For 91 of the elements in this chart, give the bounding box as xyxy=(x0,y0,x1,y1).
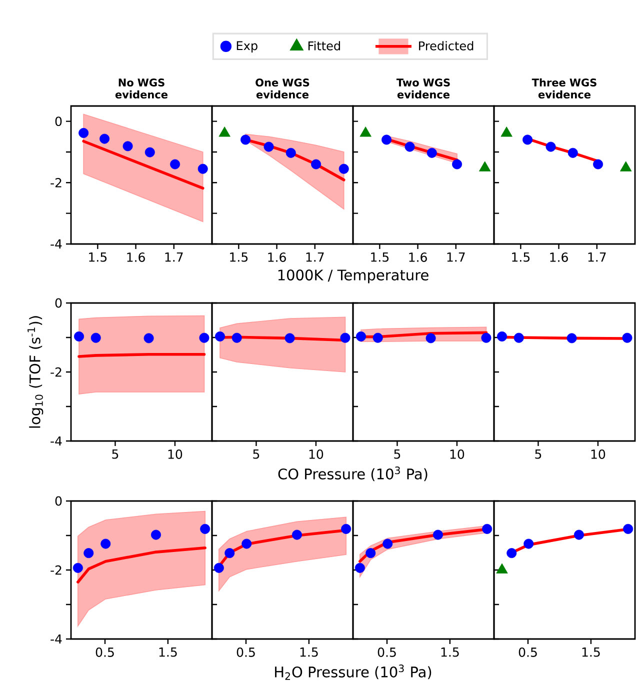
point xyxy=(426,148,437,158)
point xyxy=(482,524,492,534)
x-tick-label: 5 xyxy=(535,450,542,459)
point xyxy=(78,128,89,138)
point xyxy=(100,538,111,549)
chart-title: No WGS evidence xyxy=(115,78,168,98)
point xyxy=(546,142,556,152)
x-tick-label: 1.5 xyxy=(159,648,177,657)
point xyxy=(360,126,372,137)
x-tick-label: 5 xyxy=(394,450,400,459)
point xyxy=(338,164,349,174)
point xyxy=(84,548,94,558)
point xyxy=(170,159,180,170)
y-tick-label: -4 xyxy=(50,436,62,446)
point xyxy=(72,562,83,573)
point xyxy=(224,548,235,558)
chart-title: Two WGS evidence xyxy=(396,78,450,98)
x-tick-label: 1.5 xyxy=(512,252,530,262)
point xyxy=(218,126,230,137)
x-tick-label: 5 xyxy=(253,450,260,459)
x-axis-title: CO Pressure (10$^{3}$ Pa) xyxy=(278,466,428,482)
point xyxy=(122,141,133,152)
x-tick-label: 10 xyxy=(591,450,606,459)
x-tick-label: 1.5 xyxy=(89,252,107,262)
x-tick-label: 1.5 xyxy=(441,648,459,657)
y-tick-label: -2 xyxy=(50,178,62,188)
point xyxy=(200,524,210,534)
point xyxy=(214,562,224,573)
legend-label: Exp xyxy=(236,41,258,53)
point xyxy=(240,134,251,145)
point xyxy=(354,562,365,573)
point xyxy=(522,134,533,145)
point xyxy=(524,538,534,549)
x-axis-title: H$_{2}$O Pressure (10$^{3}$ Pa) xyxy=(275,664,432,680)
x-tick-label: 1.6 xyxy=(550,252,568,262)
x-tick-label: 1.7 xyxy=(447,252,465,262)
y-tick-label: 0 xyxy=(55,298,62,308)
x-tick-label: 1.5 xyxy=(230,252,248,262)
point xyxy=(500,126,512,137)
y-axis-title: log$_{10}$ (TOF (s$^{-1}$)) xyxy=(28,316,44,428)
point xyxy=(623,524,634,534)
x-tick-label: 10 xyxy=(450,450,464,459)
point xyxy=(100,134,110,144)
point xyxy=(574,530,584,540)
point xyxy=(198,164,208,174)
x-tick-label: 1.6 xyxy=(127,252,145,262)
x-tick-label: 1.6 xyxy=(268,252,286,262)
point xyxy=(242,538,252,549)
x-tick-label: 0.5 xyxy=(96,648,114,657)
point xyxy=(311,159,322,170)
x-tick-label: 10 xyxy=(168,450,182,459)
x-axis-title: 1000K / Temperature xyxy=(278,270,428,284)
y-tick-label: -4 xyxy=(50,634,62,644)
point xyxy=(366,548,376,558)
point xyxy=(382,134,392,145)
point xyxy=(264,142,274,152)
x-tick-label: 1.7 xyxy=(588,252,606,262)
x-tick-label: 5 xyxy=(112,450,118,459)
point xyxy=(593,159,604,170)
y-tick-label: -2 xyxy=(50,367,62,377)
y-tick-label: 0 xyxy=(55,496,62,506)
x-tick-label: 1.5 xyxy=(300,648,318,657)
x-tick-label: 0.5 xyxy=(518,648,537,657)
x-tick-label: 10 xyxy=(309,450,324,459)
x-tick-label: 1.6 xyxy=(409,252,427,262)
x-tick-label: 1.7 xyxy=(306,252,324,262)
point xyxy=(432,530,443,540)
x-tick-label: 0.5 xyxy=(236,648,255,657)
chart-title: Three WGS evidence xyxy=(532,78,596,98)
y-tick-label: -2 xyxy=(50,565,62,575)
chart-title: One WGS evidence xyxy=(256,78,310,98)
x-tick-label: 1.5 xyxy=(371,252,389,262)
x-tick-label: 1.5 xyxy=(582,648,600,657)
y-tick-label: 0 xyxy=(55,116,62,126)
point xyxy=(496,563,508,574)
legend-label: Predicted xyxy=(419,41,474,50)
point xyxy=(150,530,161,540)
line-series xyxy=(76,546,206,584)
x-tick-label: 1.7 xyxy=(165,252,183,262)
point xyxy=(506,548,517,558)
point xyxy=(404,142,415,152)
point xyxy=(382,538,393,549)
y-tick-label: -4 xyxy=(50,239,62,249)
point xyxy=(286,148,296,158)
point xyxy=(568,148,578,158)
point xyxy=(144,147,155,158)
point xyxy=(341,524,352,534)
x-tick-label: 0.5 xyxy=(378,648,396,657)
point xyxy=(452,159,462,170)
legend-label: Fitted xyxy=(308,41,340,50)
point xyxy=(292,530,302,540)
